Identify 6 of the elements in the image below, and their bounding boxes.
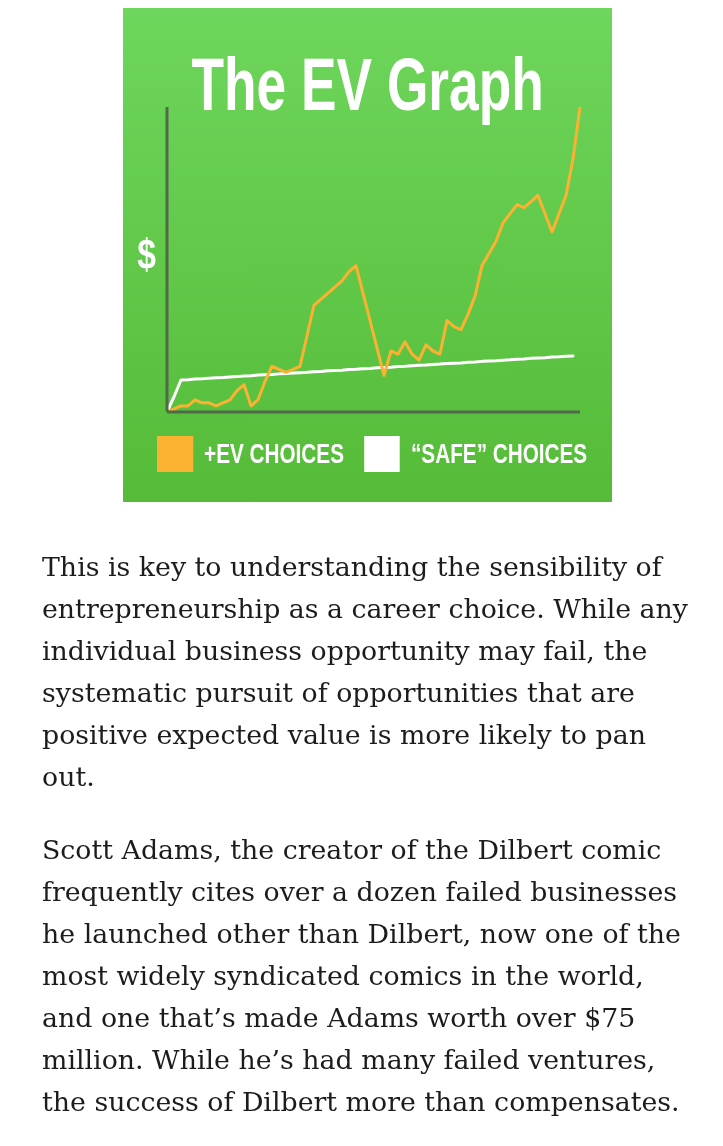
legend-label: “SAFE” CHOICES [411,437,588,471]
text: This is key to understanding the sensibility of entrepreneurship as a career choice. While any individual business opportunity may fail, the systematic pursuit of opportunities that are positive expected value is more likely to pan out. [42,550,689,794]
legend-label: +EV CHOICES [204,437,344,471]
text: Scott Adams, the creator of the Dilbert comic frequently cites over a dozen failed businesses he launched other than Dilbert, now one of the most widely syndicated comics in the world, and one that’s made Adams worth over $75 million. While he’s had many failed ventures, the success of Dilbert more than compensates. [42,833,682,1119]
chart-title: The EV Graph [191,43,544,126]
y-axis-title: $ [137,231,157,278]
